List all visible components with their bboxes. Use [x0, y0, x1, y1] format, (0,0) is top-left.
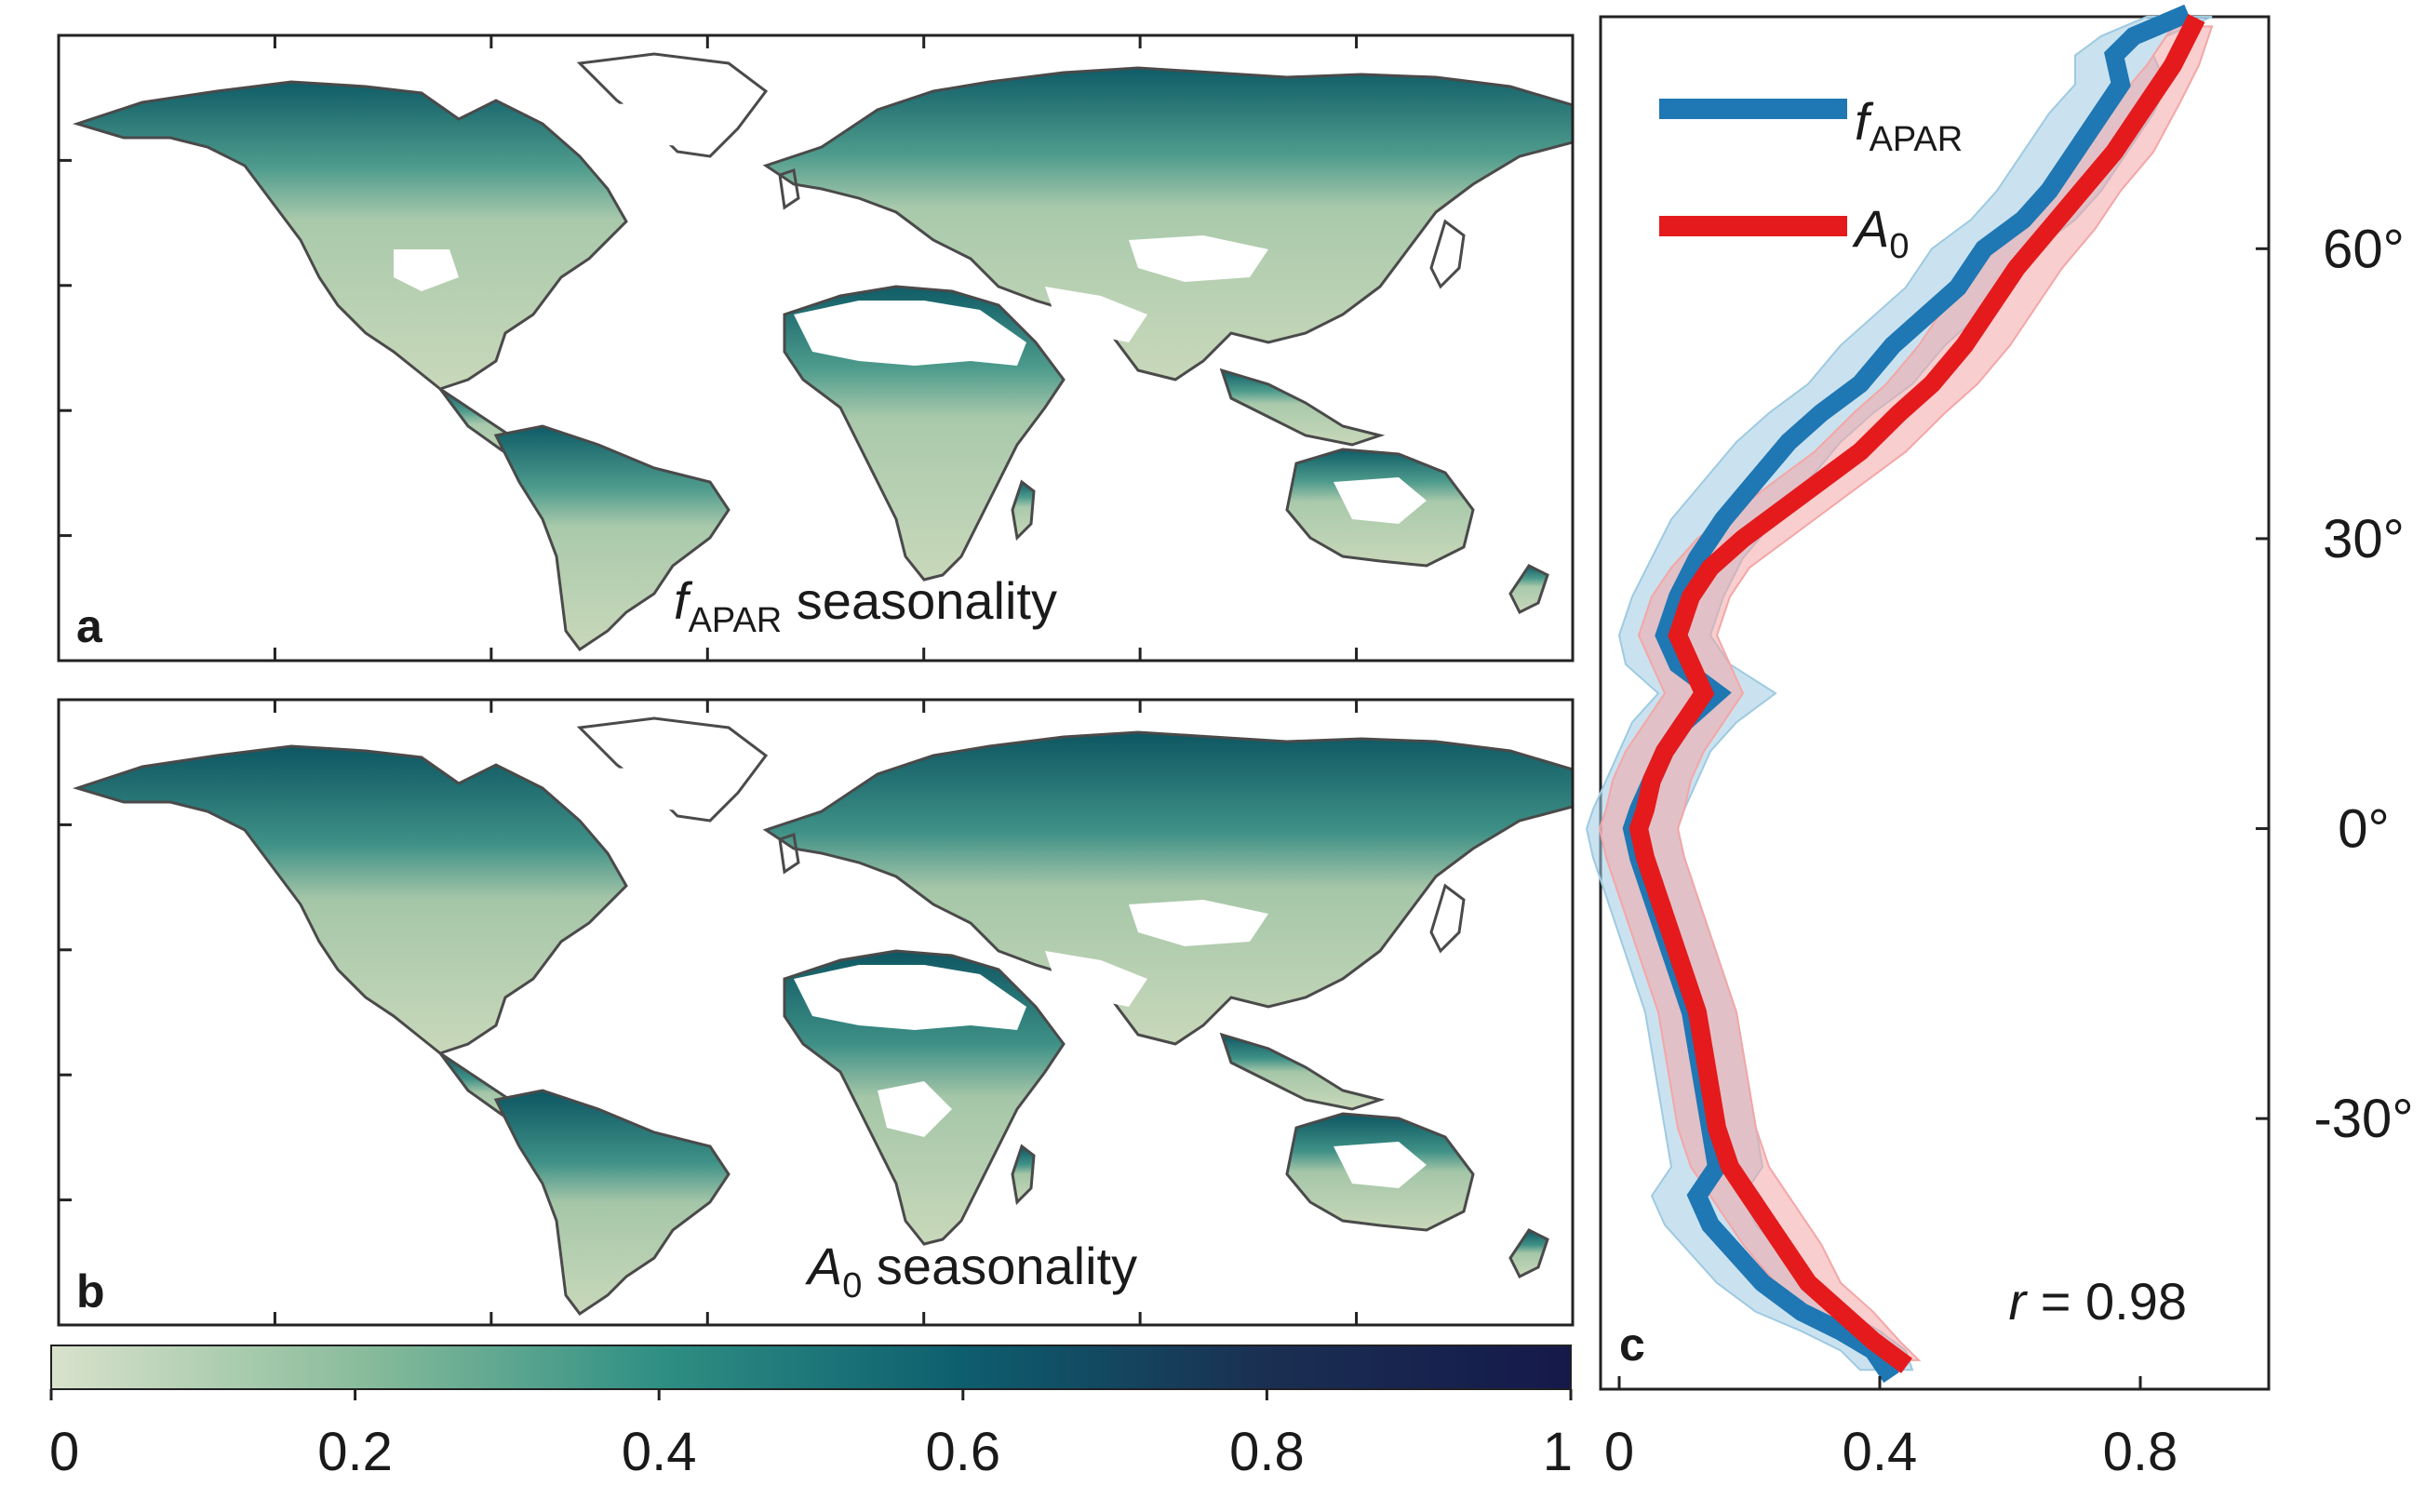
colorbar-gradient [50, 1345, 1572, 1390]
colorbar-ticks: 0 0.2 0.4 0.6 0.8 1 [49, 1389, 1573, 1482]
legend-label-fapar: fAPAR [1855, 92, 1963, 159]
x-tick-label: 0.8 [2103, 1422, 2178, 1482]
chart-frame [1599, 15, 2271, 1391]
y-tick-label: -30° [2313, 1089, 2413, 1149]
map-b-label-italic: A [805, 1237, 842, 1295]
chart-lines [1622, 4, 2205, 1384]
correlation-value: = 0.98 [2026, 1272, 2187, 1331]
map-a-label: fAPAR seasonality [674, 571, 1057, 640]
chart-y-axis: 60° 30° 0° -30° [2256, 219, 2414, 1149]
legend-label-fapar-sub: APAR [1870, 120, 1964, 159]
map-b-frame [57, 698, 1575, 1327]
map-b-label-sub: 0 [842, 1266, 862, 1305]
x-tick-label: 0.4 [1843, 1422, 1918, 1482]
map-a-land [72, 52, 1573, 652]
legend-label-a0: A0 [1852, 199, 1910, 266]
map-panel-b: b A0 seasonality [57, 698, 1575, 1327]
map-a-ticks [59, 35, 1359, 661]
chart-panel-c: 0 0.4 0.8 60°30°0°-30° fAPAR A0 r = 0.98 c [1585, 4, 2414, 1482]
map-b-label-rest: seasonality [862, 1237, 1137, 1295]
y-tick-label: 0° [2338, 799, 2389, 860]
map-a-frame [57, 33, 1575, 662]
map-a-label-rest: seasonality [782, 571, 1057, 630]
map-a-label-sub: APAR [689, 601, 783, 640]
colorbar-tick-label: 0.2 [317, 1422, 393, 1482]
panel-letter-b: b [76, 1265, 105, 1318]
arid-areas-a [394, 100, 1427, 524]
colorbar: 0 0.2 0.4 0.6 0.8 1 [49, 1345, 1573, 1482]
colorbar-tick-label: 0 [49, 1422, 79, 1482]
colorbar-tick-label: 0.6 [925, 1422, 1000, 1482]
x-tick-label: 0 [1604, 1422, 1634, 1482]
colorbar-tick-label: 0.4 [622, 1422, 697, 1482]
map-b-label: A0 seasonality [805, 1237, 1137, 1305]
chart-legend: fAPAR A0 [1659, 92, 1963, 266]
correlation-annotation: r = 0.98 [2009, 1272, 2187, 1331]
y-tick-label: 30° [2323, 509, 2405, 569]
correlation-r: r [2009, 1272, 2029, 1331]
panel-letter-c: c [1619, 1318, 1645, 1371]
arid-areas-b [589, 765, 1427, 1188]
panel-letter-a: a [76, 600, 103, 652]
map-b-land [72, 716, 1573, 1317]
map-panel-a: a fAPAR seasonality [57, 33, 1575, 662]
chart-x-axis: 0 0.4 0.8 [1604, 1376, 2178, 1482]
colorbar-tick-label: 0.8 [1229, 1422, 1305, 1482]
y-tick-label: 60° [2323, 219, 2405, 279]
colorbar-tick-label: 1 [1543, 1422, 1573, 1482]
map-b-ticks [59, 700, 1359, 1325]
series-line-1 [1629, 13, 2205, 1373]
legend-label-a0-sub: 0 [1889, 227, 1909, 266]
legend-label-a0-italic: A [1852, 199, 1889, 258]
